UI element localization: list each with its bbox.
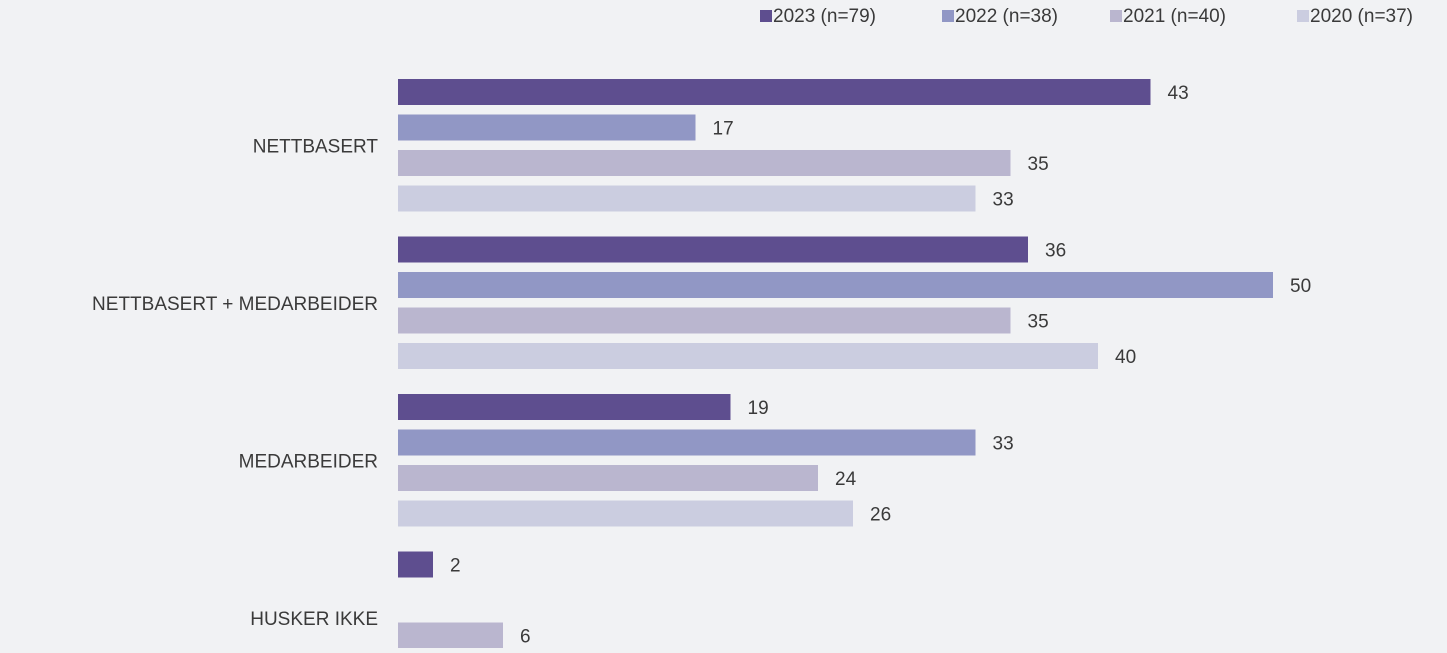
bar-nettbasert-2023-n-79	[398, 79, 1151, 105]
bar-medarbeider-2021-n-40	[398, 465, 818, 491]
legend-swatch	[1110, 10, 1122, 22]
legend-label: 2020 (n=37)	[1310, 6, 1413, 27]
data-label-nettbasert-medarbeider-2021-n-40: 35	[1028, 312, 1049, 333]
data-label-nettbasert-2023-n-79: 43	[1168, 83, 1189, 104]
bar-nettbasert-2021-n-40	[398, 150, 1011, 176]
bar-nettbasert-medarbeider-2021-n-40	[398, 307, 1011, 334]
legend-label: 2022 (n=38)	[955, 6, 1058, 27]
legend-item-2023-n-79: 2023 (n=79)	[760, 6, 876, 27]
data-label-medarbeider-2023-n-79: 19	[748, 398, 769, 419]
data-label-nettbasert-2020-n-37: 33	[993, 190, 1014, 211]
bar-nettbasert-medarbeider-2020-n-37	[398, 343, 1098, 369]
legend-item-2020-n-37: 2020 (n=37)	[1297, 6, 1413, 27]
data-label-nettbasert-medarbeider-2020-n-37: 40	[1115, 347, 1136, 368]
data-label-husker-ikke-2023-n-79: 2	[450, 556, 461, 577]
legend-item-2022-n-38: 2022 (n=38)	[942, 6, 1058, 27]
bar-medarbeider-2022-n-38	[398, 429, 976, 456]
legend-swatch	[1297, 10, 1309, 22]
legend-swatch	[942, 10, 954, 22]
legend-item-2021-n-40: 2021 (n=40)	[1110, 6, 1226, 27]
bar-nettbasert-medarbeider-2022-n-38	[398, 272, 1273, 298]
bar-husker-ikke-2023-n-79	[398, 551, 433, 578]
bar-nettbasert-2020-n-37	[398, 185, 976, 212]
bar-medarbeider-2023-n-79	[398, 394, 731, 420]
bar-nettbasert-2022-n-38	[398, 114, 696, 141]
category-label-nettbasert-medarbeider: NETTBASERT + MEDARBEIDER	[92, 294, 378, 315]
data-label-medarbeider-2020-n-37: 26	[870, 505, 891, 526]
bar-medarbeider-2020-n-37	[398, 500, 853, 527]
legend-swatch	[760, 10, 772, 22]
category-label-husker-ikke: HUSKER IKKE	[250, 609, 378, 630]
data-label-nettbasert-medarbeider-2022-n-38: 50	[1290, 276, 1311, 297]
category-label-nettbasert: NETTBASERT	[253, 136, 379, 157]
bar-husker-ikke-2021-n-40	[398, 622, 503, 649]
legend-label: 2021 (n=40)	[1123, 6, 1226, 27]
data-label-nettbasert-2022-n-38: 17	[713, 119, 734, 140]
category-label-medarbeider: MEDARBEIDER	[239, 451, 378, 472]
data-label-husker-ikke-2021-n-40: 6	[520, 627, 531, 648]
data-label-medarbeider-2022-n-38: 33	[993, 434, 1014, 455]
data-label-nettbasert-medarbeider-2023-n-79: 36	[1045, 241, 1066, 262]
data-label-medarbeider-2021-n-40: 24	[835, 469, 857, 490]
legend-label: 2023 (n=79)	[773, 6, 876, 27]
bar-nettbasert-medarbeider-2023-n-79	[398, 236, 1028, 263]
data-label-nettbasert-2021-n-40: 35	[1028, 154, 1049, 175]
